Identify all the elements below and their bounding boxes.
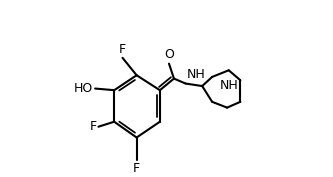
Text: F: F	[90, 120, 97, 133]
Text: NH: NH	[186, 68, 205, 81]
Text: F: F	[133, 162, 140, 175]
Text: HO: HO	[74, 82, 94, 95]
Text: NH: NH	[220, 79, 239, 92]
Text: F: F	[119, 43, 126, 56]
Text: O: O	[164, 48, 174, 61]
